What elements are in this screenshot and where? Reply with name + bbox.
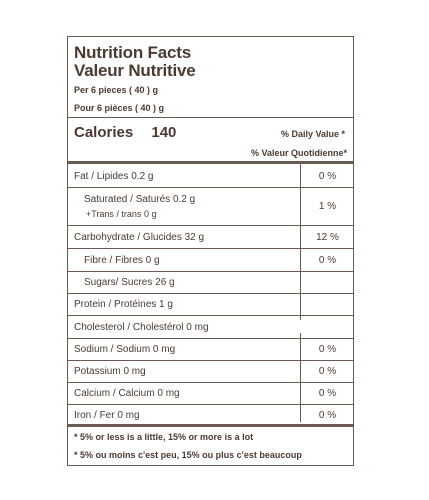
cholesterol-label: Cholesterol / Cholestérol 0 mg [74,322,209,333]
carb-pct: 12 % [316,232,339,243]
serving-en: Per 6 pieces ( 40 ) g [74,85,159,95]
fibre-label: Fibre / Fibres 0 g [84,255,160,266]
thick-divider [68,161,353,164]
title-en: Nutrition Facts [74,43,191,62]
divider [68,382,353,383]
iron-pct: 0 % [318,410,337,421]
protein-label: Protein / Protéines 1 g [74,299,173,310]
saturated-pct: 1 % [318,201,337,212]
calories-label: Calories [74,124,134,141]
daily-value-en: % Daily Value * [280,129,345,139]
potassium-label: Potassium 0 mg [74,366,146,377]
serving-fr: Pour 6 pièces ( 40 ) g [74,103,165,113]
divider [68,225,353,226]
nutrition-facts-label: Nutrition Facts Valeur Nutritive Per 6 p… [67,36,354,466]
iron-label: Iron / Fer 0 mg [74,410,140,421]
divider [68,187,353,188]
divider [68,293,353,294]
divider [68,404,353,405]
title-fr: Valeur Nutritive [74,61,196,80]
column-divider [300,333,301,422]
potassium-pct: 0 % [318,366,337,377]
divider [68,315,353,316]
divider [68,271,353,272]
saturated-label: Saturated / Saturés 0.2 g [84,194,196,205]
calcium-label: Calcium / Calcium 0 mg [74,388,180,399]
fibre-pct: 0 % [318,255,337,266]
sodium-label: Sodium / Sodium 0 mg [74,344,176,355]
divider [68,360,353,361]
trans-label: +Trans / trans 0 g [86,209,157,219]
divider [68,338,353,339]
thick-divider [68,424,353,427]
daily-value-fr: % Valeur Quotidienne* [250,148,347,158]
calcium-pct: 0 % [318,388,337,399]
footnote-fr: * 5% ou moins c'est peu, 15% ou plus c'e… [74,450,302,460]
fat-label: Fat / Lipides 0.2 g [74,171,154,182]
sodium-pct: 0 % [318,344,337,355]
footnote-en: * 5% or less is a little, 15% or more is… [74,432,254,442]
divider [68,117,353,118]
carb-label: Carbohydrate / Glucides 32 g [74,232,205,243]
divider [68,248,353,249]
calories: Calories 140 [74,124,176,141]
fat-pct: 0 % [318,171,337,182]
calories-value: 140 [151,124,177,141]
sugars-label: Sugars/ Sucres 26 g [84,277,175,288]
column-divider [300,164,301,320]
